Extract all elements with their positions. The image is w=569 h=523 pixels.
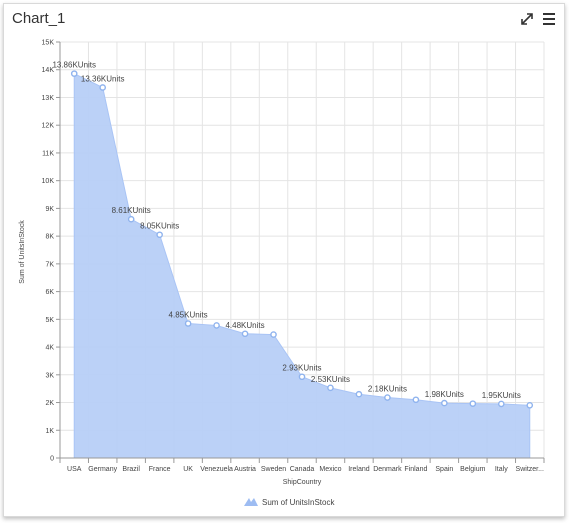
y-tick-label: 4K bbox=[45, 345, 54, 352]
y-tick-label: 5K bbox=[45, 317, 54, 324]
x-tick-label: Venezuela bbox=[200, 466, 233, 473]
data-point[interactable] bbox=[526, 402, 534, 409]
data-label: 8.05KUnits bbox=[140, 222, 179, 231]
x-tick-label: Finland bbox=[404, 466, 427, 473]
y-tick-label: 7K bbox=[45, 261, 54, 268]
y-axis-title: Sum of UnitsInStock bbox=[19, 220, 26, 284]
data-label: 1.95KUnits bbox=[482, 391, 521, 400]
x-tick-label: Sweden bbox=[261, 466, 286, 473]
data-point[interactable] bbox=[441, 399, 448, 407]
y-tick-label: 12K bbox=[42, 123, 55, 130]
data-point[interactable] bbox=[497, 400, 505, 408]
x-tick-label: France bbox=[149, 466, 171, 473]
data-point[interactable] bbox=[213, 322, 220, 329]
data-point[interactable] bbox=[241, 330, 249, 338]
chart-widget: Chart_1 0 1K 2K 3K 4K 5K 6K 7K 8K 9K 10K 11K 12K 13K 1… bbox=[3, 3, 565, 517]
y-tick-label: 11K bbox=[42, 150, 54, 157]
data-point[interactable] bbox=[355, 390, 363, 398]
data-point[interactable] bbox=[327, 384, 334, 392]
x-tick-label: UK bbox=[183, 466, 193, 473]
x-tick-label: Switzer... bbox=[516, 466, 544, 473]
data-point[interactable] bbox=[469, 400, 477, 407]
data-label: 4.85KUnits bbox=[169, 310, 208, 319]
legend-label: Sum of UnitsInStock bbox=[262, 498, 335, 507]
data-label: 1.98KUnits bbox=[425, 390, 464, 399]
y-tick-label: 10K bbox=[42, 178, 55, 185]
data-label: 2.53KUnits bbox=[311, 375, 350, 384]
data-label: 13.36KUnits bbox=[81, 74, 125, 83]
x-tick-label: Spain bbox=[435, 466, 453, 473]
y-tick-label: 6K bbox=[45, 289, 54, 296]
data-label: 8.61KUnits bbox=[112, 206, 151, 215]
data-point[interactable] bbox=[384, 394, 391, 401]
chart-title: Chart_1 bbox=[12, 10, 66, 27]
axes: 0 1K 2K 3K 4K 5K 6K 7K 8K 9K 10K 11K 12K 13K 14K 15K USA… bbox=[42, 40, 545, 473]
y-tick-label: 0 bbox=[50, 456, 54, 463]
y-tick-label: 3K bbox=[45, 372, 54, 379]
x-tick-label: Mexico bbox=[319, 466, 341, 473]
y-tick-label: 14K bbox=[42, 67, 55, 74]
series-area bbox=[73, 72, 531, 459]
area-chart: 0 1K 2K 3K 4K 5K 6K 7K 8K 9K 10K 11K 12K 13K 14K 15K USA… bbox=[19, 40, 545, 507]
x-tick-label: Denmark bbox=[373, 466, 402, 473]
x-tick-label: Canada bbox=[290, 466, 315, 473]
data-point[interactable] bbox=[156, 231, 163, 239]
data-point[interactable] bbox=[298, 373, 306, 381]
x-axis-title: ShipCountry bbox=[283, 479, 322, 486]
y-tick-label: 8K bbox=[45, 234, 54, 241]
data-point[interactable] bbox=[70, 70, 78, 77]
y-tick-label: 1K bbox=[45, 428, 54, 435]
data-point[interactable] bbox=[184, 320, 192, 327]
x-tick-label: Ireland bbox=[348, 466, 370, 473]
y-tick-label: 13K bbox=[42, 95, 55, 102]
area-shape bbox=[73, 72, 531, 459]
legend-area-icon bbox=[244, 498, 258, 506]
data-label: 2.18KUnits bbox=[368, 385, 407, 394]
x-tick-label: Austria bbox=[234, 466, 256, 473]
y-tick-label: 15K bbox=[42, 40, 55, 47]
hamburger-menu-icon[interactable] bbox=[542, 11, 556, 27]
data-point[interactable] bbox=[127, 215, 135, 223]
data-label: 2.93KUnits bbox=[282, 364, 321, 373]
x-tick-label: USA bbox=[67, 466, 82, 473]
x-tick-label: Germany bbox=[88, 466, 117, 473]
y-tick-label: 9K bbox=[45, 206, 54, 213]
data-label: 4.48KUnits bbox=[225, 321, 264, 330]
data-point[interactable] bbox=[270, 331, 277, 338]
x-tick-label: Italy bbox=[495, 466, 508, 473]
data-markers bbox=[70, 70, 534, 409]
data-labels: 13.86KUnits 13.36KUnits 8.61KUnits 8.05KUni… bbox=[52, 61, 520, 400]
data-label: 13.86KUnits bbox=[52, 61, 96, 70]
data-point[interactable] bbox=[99, 84, 107, 91]
x-tick-label: Brazil bbox=[122, 466, 140, 473]
data-point[interactable] bbox=[412, 396, 420, 404]
x-tick-label: Belgium bbox=[460, 466, 485, 473]
expand-icon[interactable] bbox=[520, 12, 534, 26]
y-tick-label: 2K bbox=[45, 400, 54, 407]
legend[interactable]: Sum of UnitsInStock bbox=[244, 498, 335, 507]
